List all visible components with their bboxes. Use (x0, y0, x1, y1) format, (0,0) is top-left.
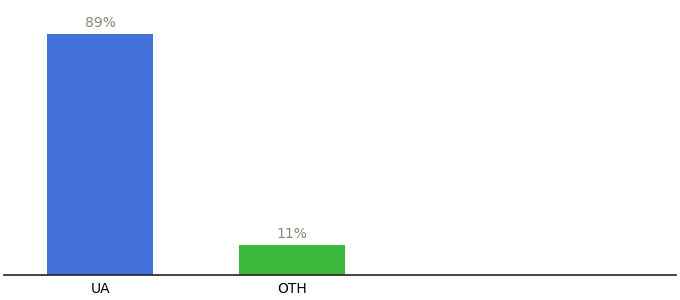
Bar (48, 34, 153, 275)
Text: 89%: 89% (85, 16, 116, 30)
Text: 11%: 11% (277, 227, 307, 241)
Bar (239, 245, 345, 275)
